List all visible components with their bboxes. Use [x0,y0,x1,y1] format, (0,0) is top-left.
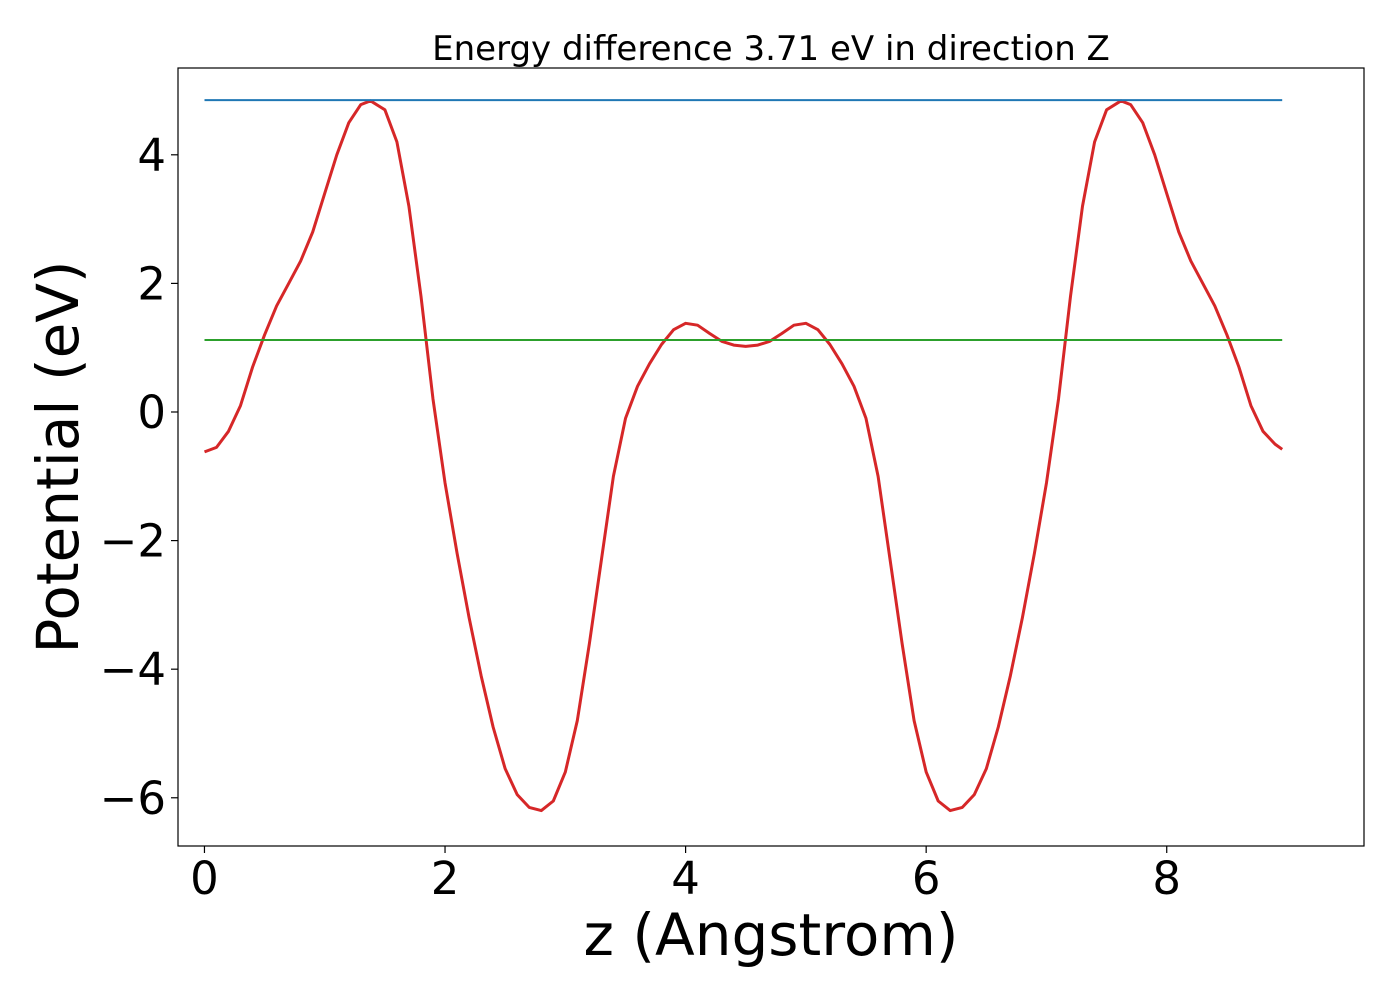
y-tick-label: −2 [100,515,166,568]
x-axis-label: z (Angstrom) [584,901,959,969]
y-tick-label: −4 [100,643,166,696]
y-axis-label: Potential (eV) [24,260,92,653]
series-line-potential [203,99,1284,813]
y-tick-label: 0 [137,386,166,439]
x-tick-label: 0 [190,852,219,905]
plot-frame [177,67,1365,847]
x-tick-label: 6 [912,852,941,905]
y-tick-label: 2 [137,257,166,310]
x-tick-label: 8 [1152,852,1181,905]
x-tick-label: 4 [671,852,700,905]
chart-title: Energy difference 3.71 eV in direction Z [432,29,1110,69]
plot-lines [203,99,1284,813]
x-axis-ticks: 0 2 4 6 8 [190,846,1181,905]
y-tick-label: 4 [137,129,166,182]
x-tick-label: 2 [431,852,460,905]
y-axis-ticks: −6 −4 −2 0 2 4 [100,129,178,825]
y-tick-label: −6 [100,772,166,825]
